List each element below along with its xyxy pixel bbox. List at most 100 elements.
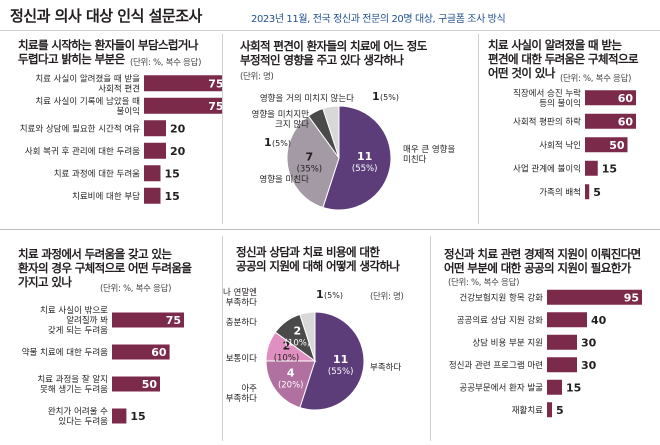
- slice-count: 11: [357, 150, 372, 163]
- slice-label: 영향을 거의 미치지 않는다: [260, 93, 354, 104]
- pie-slice: [286, 115, 340, 209]
- panel-q5-title: 정신과 상담과 치료 비용에 대한 공공의 지원에 대해 어떻게 생각하나: [236, 245, 400, 273]
- value-label: 50: [609, 139, 625, 152]
- category-label: 정신과 관련 프로그램 마련: [449, 360, 543, 371]
- category-label: 못해 생기는 두려움: [40, 384, 108, 395]
- value-label: 60: [618, 115, 634, 128]
- category-label: 치료 사실이 알려졌을 때 받을: [35, 73, 140, 84]
- bar: [585, 113, 636, 129]
- panel-q3-title: 치료 사실이 알려졌을 때 받는 편견에 대한 두려움은 구체적으로 어떤 것이…: [488, 38, 639, 80]
- panel-q6-title-line: 어떤 부분에 대한 공공의 지원이 필요한가: [444, 261, 631, 275]
- bar: [144, 165, 161, 182]
- value-label: 60: [151, 346, 167, 359]
- slice-label: 보통이다: [226, 353, 257, 364]
- slice-percent: (35%): [297, 165, 323, 175]
- slice-percent: (20%): [278, 381, 304, 391]
- panel-q1-unit: (단위: %, 복수 응답): [130, 58, 202, 68]
- category-label: 치료 과정을 잘 알지: [37, 374, 108, 385]
- slice-percent: (5%): [272, 139, 291, 148]
- panel-q3-title-line: 편견에 대한 두려움은 구체적으로: [488, 52, 639, 66]
- value-label: 15: [165, 167, 180, 180]
- divider: [222, 236, 223, 441]
- panel-q2-title-line: 부정적인 영향을 주고 있다 생각하나: [240, 53, 404, 67]
- slice-label: 충분하다: [226, 317, 257, 328]
- slice-label: 매우 큰 영향을: [403, 144, 456, 155]
- slice-percent: (5%): [380, 93, 399, 102]
- value-label: 60: [618, 92, 634, 105]
- category-label: 사업 관계에 불이익: [513, 163, 581, 174]
- slice-count: 4: [287, 367, 295, 380]
- category-label: 재활치료: [512, 405, 543, 416]
- value-label: 95: [624, 291, 639, 304]
- value-label: 40: [591, 314, 607, 327]
- value-label: 50: [142, 378, 158, 391]
- bar: [585, 90, 636, 106]
- header: 정신과 의사 대상 인식 설문조사 2023년 11월, 전국 정신과 전문의 …: [0, 0, 660, 31]
- slice-label: 부족하다: [226, 393, 257, 404]
- value-label: 75: [208, 77, 222, 90]
- panel-q2-unit: (단위: 명): [240, 72, 274, 82]
- divider: [222, 34, 223, 224]
- category-label: 사회적 편견: [98, 83, 140, 94]
- bar: [547, 379, 562, 395]
- slice-count: 1: [316, 288, 324, 301]
- bar: [144, 120, 166, 137]
- pie-slice: [299, 311, 316, 362]
- category-label: 사회적 평판의 하락: [513, 116, 581, 127]
- category-label: 건강보험지원 항목 강화: [459, 292, 543, 303]
- panel-q6-title: 정신과 치료 관련 경제적 지원이 이뤄진다면 어떤 부분에 대한 공공의 지원…: [444, 247, 641, 275]
- panel-q6-unit: (단위: %, 복수 응답): [448, 278, 520, 288]
- panel-q2-title-line: 사회적 편견이 환자들의 치료에 어느 정도: [240, 39, 427, 53]
- category-label: 갖게 되는 두려움: [48, 325, 108, 336]
- slice-percent: (10%): [285, 339, 311, 349]
- survey-description: 2023년 11월, 전국 정신과 전문의 20명 대상, 구글폼 조사 방식: [251, 14, 506, 25]
- bar: [547, 402, 552, 418]
- chart-q5: 11(55%) 부족하다4(20%)아주부족하다2(10%)보통이다2(10%)충…: [223, 287, 401, 411]
- bar: [144, 187, 161, 204]
- panel-q4-title-line: 환자의 경우 구체적으로 어떤 두려움을: [18, 261, 192, 275]
- slice-label: 부족하다: [370, 362, 401, 373]
- slice-percent: (55%): [328, 367, 354, 377]
- bar: [547, 357, 577, 373]
- panel-q3-unit: (단위: %, 복수 응답): [560, 74, 632, 84]
- slice-percent: (55%): [352, 164, 378, 174]
- divider: [430, 236, 431, 441]
- bar: [547, 289, 642, 305]
- slice-count: 2: [283, 340, 291, 353]
- category-label: 완치가 어려울 수: [48, 406, 108, 417]
- slice-count: 1: [264, 136, 272, 149]
- value-label: 30: [581, 359, 597, 372]
- bar: [547, 334, 577, 350]
- slice-label: 아주: [241, 383, 257, 394]
- panel-q5-title-line: 공공의 지원에 대해 어떻게 생각하나: [236, 259, 400, 273]
- pie-slice: [322, 105, 340, 159]
- category-label: 치료 과정에 대한 두려움: [54, 168, 140, 179]
- slice-label: 영향을 미치지만: [252, 109, 310, 120]
- bar: [112, 408, 127, 424]
- slice-label: 영향을 미친다: [259, 174, 309, 185]
- category-label: 사회 복귀 후 관리에 대한 두려움: [25, 146, 140, 157]
- panel-q3-title-line: 어떤 것이 있나: [488, 66, 555, 80]
- bar: [585, 160, 598, 176]
- panel-q6-title-line: 정신과 치료 관련 경제적 지원이 이뤄진다면: [444, 247, 641, 261]
- slice-label: 미친다: [403, 154, 427, 165]
- panel-q1-title-line: 치료를 시작하는 환자들이 부담스럽거나: [18, 38, 198, 52]
- category-label: 공공의료 상담 지원 강화: [457, 315, 543, 326]
- divider: [478, 34, 479, 224]
- panel-q4-title-line: 가지고 있나: [18, 275, 72, 289]
- value-label: 15: [602, 162, 617, 175]
- bar: [144, 75, 222, 92]
- bar: [112, 376, 160, 392]
- value-label: 75: [208, 100, 222, 113]
- bar: [547, 312, 587, 328]
- category-label: 치료 사실이 밖으로: [40, 305, 108, 316]
- value-label: 75: [166, 314, 181, 327]
- category-label: 알려질까 봐: [66, 315, 108, 326]
- divider: [0, 229, 660, 230]
- category-label: 가족의 배척: [539, 187, 581, 198]
- pie-slice: [265, 360, 316, 409]
- category-label: 등의 불이익: [539, 98, 581, 109]
